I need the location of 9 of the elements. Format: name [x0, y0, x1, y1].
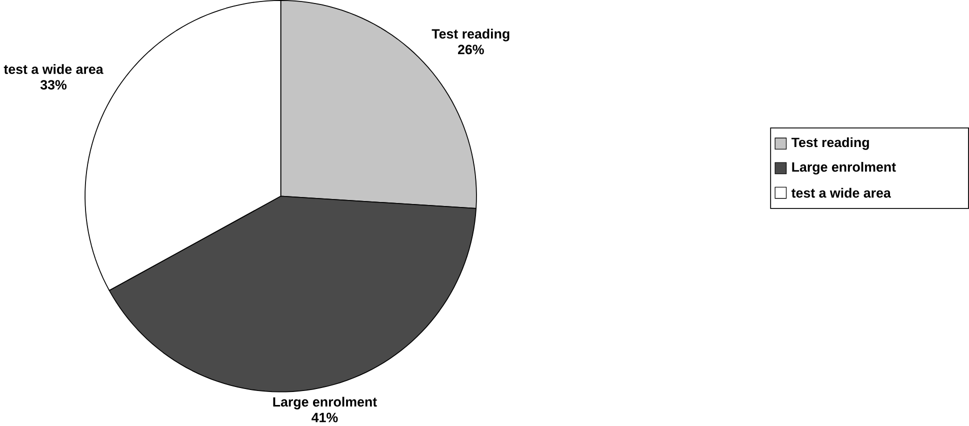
slice-label: test a wide area — [4, 64, 104, 74]
slice-label: Test reading — [432, 28, 510, 42]
data-label: 33% — [40, 80, 67, 90]
legend-label: Large enrolment — [792, 162, 896, 174]
legend-label: Test reading — [791, 137, 869, 150]
slice-label: Large enrolment — [273, 396, 377, 410]
legend-label: test a wide area — [791, 188, 891, 198]
data-label: 41% — [312, 412, 338, 422]
data-label: 26% — [458, 44, 484, 54]
